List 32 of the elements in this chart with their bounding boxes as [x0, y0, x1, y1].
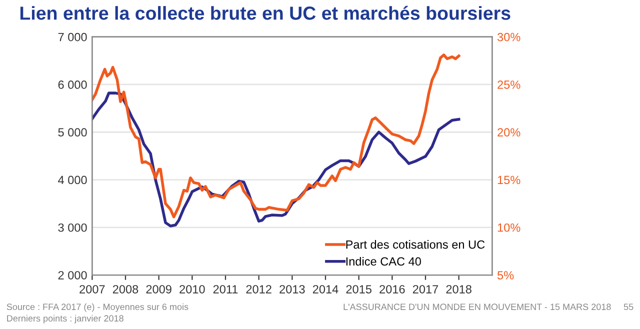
x-tick-label: 2010: [180, 285, 205, 294]
x-tick-label: 2012: [246, 285, 272, 294]
legend-label: Indice CAC 40: [346, 256, 421, 266]
x-tick-label: 2016: [380, 285, 405, 294]
y2-tick-label: 30%: [497, 32, 520, 42]
x-tick-label: 2011: [213, 285, 238, 294]
chart-title: Lien entre la collecte brute en UC et marchés boursiers: [20, 6, 510, 20]
x-tick-label: 2009: [146, 285, 172, 294]
y-tick-label: 5 000: [58, 128, 87, 137]
x-tick-label: 2015: [346, 285, 372, 294]
text: Derniers points : janvier 2018: [7, 314, 124, 324]
x-tick-label: 2008: [112, 285, 138, 294]
y2-tick-label: 10%: [498, 223, 520, 232]
text: 55: [624, 304, 634, 310]
x-tick-label: 2007: [80, 285, 105, 294]
x-tick-label: 2018: [446, 285, 472, 294]
line-series: [92, 54, 460, 218]
y-tick-label: 3 000: [58, 223, 87, 232]
y-tick-label: 4 000: [58, 176, 87, 184]
y2-tick-label: 5%: [497, 271, 514, 280]
y-tick-label: 7 000: [58, 32, 87, 42]
y-tick-label: 6 000: [58, 80, 87, 89]
x-tick-label: 2014: [312, 285, 338, 294]
text: L'ASSURANCE D'UN MONDE EN MOUVEMENT - 15 MARS 2018: [344, 304, 611, 310]
y2-tick-label: 25%: [498, 80, 520, 89]
y2-tick-label: 15%: [498, 176, 520, 184]
source-note: Source : FFA 2017 (e) - Moyennes sur 6 mois: [6, 303, 188, 312]
x-tick-label: 2013: [280, 285, 305, 294]
y2-tick-label: 20%: [498, 128, 520, 137]
y-tick-label: 2 000: [58, 271, 87, 280]
legend-label: Part des cotisations en UC: [346, 240, 485, 249]
x-tick-label: 2017: [412, 285, 438, 294]
